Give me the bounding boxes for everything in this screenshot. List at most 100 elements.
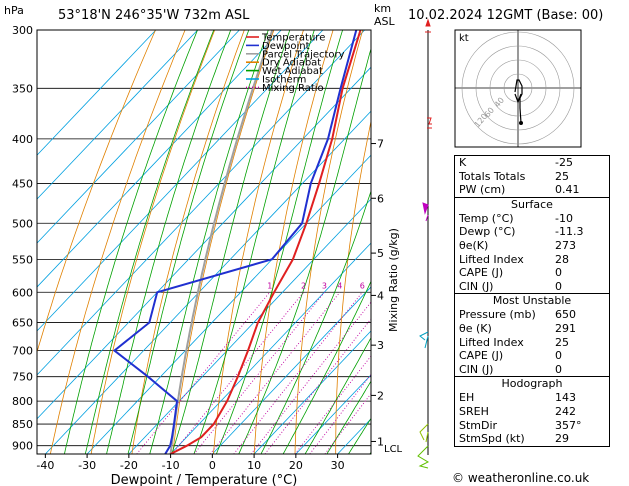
index-value: -25 [555,156,573,169]
surface-label: Temp (°C) [459,211,514,225]
dewpoint-point [147,375,149,378]
hodograph-label: StmDir [459,418,498,432]
mixing-ratio-line [209,292,341,454]
unstable-value: 0 [555,349,562,363]
isotherm-line [170,242,371,454]
index-label: Totals Totals [459,169,526,183]
pressure-tick-label: 500 [12,217,33,230]
surface-label: CAPE (J) [459,266,504,280]
isotherm-line [37,30,365,376]
surface-row: Lifted Index 28 [455,253,609,267]
temperature-point [200,436,202,438]
legend-label: Wet Adiabat [262,66,323,77]
surface-row: Temp (°C) -10 [455,212,609,226]
wet-adiabat [238,47,371,454]
surface-label: Dewp (°C) [459,225,516,239]
unstable-row: CAPE (J) 0 [455,349,609,363]
isotherm-line [37,30,157,156]
dewpoint-point [113,349,116,352]
wet-adiabat [84,30,215,454]
legend-label: Dewpoint [262,41,310,52]
surface-row: Dewp (°C) -11.3 [455,225,609,239]
isotherm-line [45,110,371,454]
hodograph-row: SREH 242 [455,405,609,419]
surface-value: -10 [555,211,573,225]
pressure-tick-label: 700 [12,345,33,358]
pressure-tick-label: 750 [12,371,33,384]
wind-barbs [417,18,432,469]
mixing-ratio-label: 20 [430,281,440,290]
unstable-row: CIN (J) 0 [455,363,609,377]
mixing-ratio-line [171,292,304,454]
mixing-ratio-label: 4 [337,281,342,290]
temperature-point [318,182,320,185]
mixing-ratio-label: 1 [267,281,272,290]
dewpoint-point [339,87,342,90]
dry-adiabat [131,30,245,454]
isotherm-line [212,286,371,454]
index-label: K [459,156,467,169]
temperature-point [186,444,188,447]
hodograph-label: EH [459,391,475,405]
wet-adiabat [326,380,371,454]
pressure-tick-label: 600 [12,286,33,299]
hodograph-title: Hodograph [501,377,563,391]
wet-adiabat [282,280,371,454]
x-tick-label: -40 [36,459,54,472]
legend-label: Mixing Ratio [262,83,324,94]
hodograph-value: 143 [555,391,576,405]
hpa-label: hPa [4,4,24,17]
dry-adiabat [37,30,156,354]
unstable-label: CAPE (J) [459,349,504,363]
dry-adiabat [50,30,186,454]
x-tick-label: 10 [247,459,261,472]
dewpoint-point [169,444,171,447]
unstable-value: 650 [555,308,576,322]
isotherm-line [37,30,198,200]
pressure-tick-label: 450 [12,177,33,190]
location-title: 53°18'N 246°35'W 732m ASL [58,8,250,23]
km-tick-label: 3 [377,339,384,352]
legend-label: Isotherm [262,75,306,86]
dewpoint-point [327,138,329,140]
unstable-label: Pressure (mb) [459,308,536,322]
surface-value: 0 [555,279,562,293]
wet-adiabat [171,30,291,454]
unstable-row: θe (K) 291 [455,322,609,336]
km-tick-label: 4 [377,289,384,302]
x-tick-label: 30 [331,459,345,472]
isotherm-line [37,30,324,332]
dry-adiabat [414,30,451,454]
pressure-tick-label: 900 [12,440,33,453]
hodograph-label: SREH [459,404,489,418]
datetime-title: 10.02.2024 12GMT (Base: 00) [408,8,603,23]
dewpoint-point [301,222,303,225]
wet-adiabat [106,30,232,454]
index-label: PW (cm) [459,183,506,197]
pressure-tick-label: 400 [12,133,33,146]
mixing-ratio-label: 6 [360,281,365,290]
index-row: PW (cm) 0.41 [455,183,609,197]
isotherm-line [295,374,371,454]
surface-row: CIN (J) 0 [455,280,609,294]
km-tick-label: 6 [377,192,384,205]
surface-row: CAPE (J) 0 [455,266,609,280]
x-axis-label: Dewpoint / Temperature (°C) [111,473,298,486]
dewpoint-point [173,423,175,425]
dewpoint-point [271,258,273,261]
dry-adiabat [294,30,364,454]
temperature-point [236,375,239,378]
temperature-point [305,222,308,225]
unstable-row: Pressure (mb) 650 [455,308,609,322]
surface-label: Lifted Index [459,252,524,266]
surface-value: 28 [555,252,569,266]
index-value: 0.41 [555,183,580,197]
legend-label: Parcel Trajectory [262,49,345,60]
temperature-point [226,400,228,402]
hodograph-value: 357° [555,418,582,432]
index-row: K -25 [455,156,609,170]
km-tick-label: 5 [377,247,384,260]
indices-table: K -25 Totals Totals 25 PW (cm) 0.41 Surface T… [454,155,610,447]
isotherm-line [37,30,240,244]
